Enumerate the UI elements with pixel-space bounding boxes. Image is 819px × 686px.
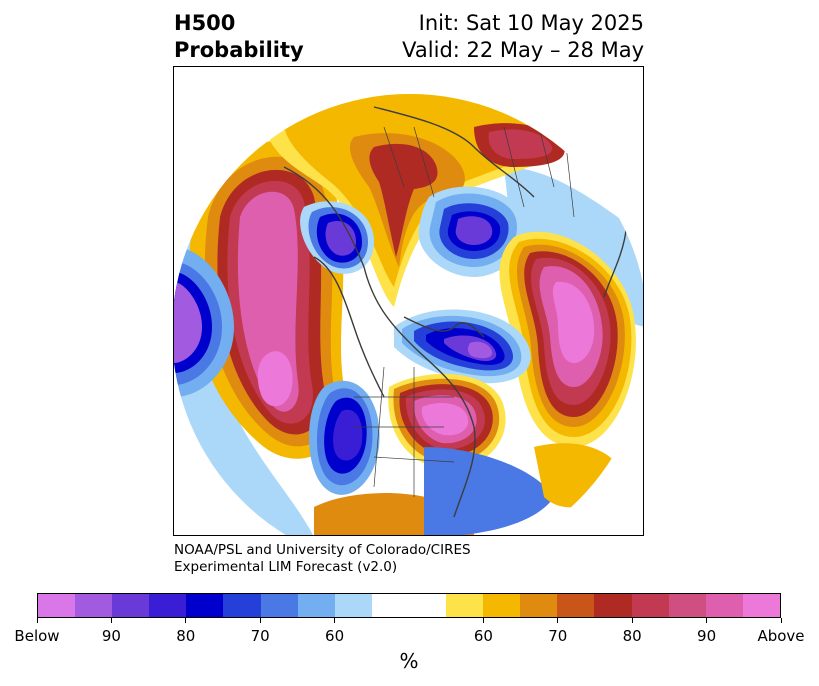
colorbar-tick-mark — [36, 618, 38, 623]
colorbar — [37, 593, 781, 618]
colorbar-swatch — [668, 594, 706, 617]
colorbar-tick-label: 90 — [697, 627, 717, 645]
colorbar-swatch — [149, 594, 187, 617]
colorbar-tick-mark — [780, 618, 782, 623]
colorbar-swatch — [186, 594, 224, 617]
colorbar-swatch — [75, 594, 113, 617]
below-anomaly-canada — [394, 309, 531, 384]
colorbar-swatch — [520, 594, 558, 617]
colorbar-tick-label: Below — [14, 627, 60, 645]
colorbar-swatch — [594, 594, 632, 617]
colorbar-tick-mark — [110, 618, 112, 623]
colorbar-swatch — [297, 594, 335, 617]
colorbar-swatch — [334, 594, 372, 617]
colorbar-tick-mark — [185, 618, 187, 623]
colorbar-tick-mark — [557, 618, 559, 623]
colorbar-swatch — [705, 594, 743, 617]
below-anomaly-west-pacific — [174, 247, 234, 397]
credit-text: NOAA/PSL and University of Colorado/CIRE… — [174, 542, 471, 576]
colorbar-swatch — [742, 594, 780, 617]
credit-line-1: NOAA/PSL and University of Colorado/CIRE… — [174, 542, 471, 558]
colorbar-tick-mark — [259, 618, 261, 623]
below-anomaly-west-us — [309, 380, 380, 495]
colorbar-swatch — [260, 594, 298, 617]
below-region-atlantic — [424, 447, 554, 535]
colorbar-tick-mark — [631, 618, 633, 623]
colorbar-tick-mark — [482, 618, 484, 623]
colorbar-tick-label: 90 — [101, 627, 121, 645]
init-date: Init: Sat 10 May 2025 — [418, 11, 644, 35]
chart-title: H500 Probability — [174, 10, 304, 64]
colorbar-swatch — [408, 594, 447, 617]
colorbar-tick-label: 70 — [250, 627, 270, 645]
colorbar-swatch — [371, 594, 409, 617]
colorbar-tick-label: 80 — [622, 627, 642, 645]
colorbar-tick-label: 80 — [176, 627, 196, 645]
colorbar-tick-mark — [706, 618, 708, 623]
probability-map — [173, 66, 644, 536]
title-variable: H500 — [174, 11, 236, 35]
colorbar-swatch — [112, 594, 150, 617]
map-svg — [174, 94, 643, 535]
colorbar-swatch — [483, 594, 521, 617]
valid-period: Valid: 22 May – 28 May — [402, 38, 644, 62]
colorbar-swatch — [446, 594, 484, 617]
colorbar-tick-label: 60 — [473, 627, 493, 645]
below-anomaly-siberia — [418, 186, 526, 277]
colorbar-tick-label: 70 — [548, 627, 568, 645]
credit-line-2: Experimental LIM Forecast (v2.0) — [174, 559, 398, 575]
colorbar-tick-label: 60 — [325, 627, 345, 645]
colorbar-swatch — [38, 594, 76, 617]
above-anomaly-north-america — [388, 373, 506, 469]
colorbar-swatch — [557, 594, 595, 617]
colorbar-tick-label: Above — [757, 627, 805, 645]
colorbar-swatch — [223, 594, 261, 617]
colorbar-swatch — [631, 594, 669, 617]
colorbar-unit: % — [399, 649, 419, 673]
colorbar-tick-mark — [334, 618, 336, 623]
above-anomaly-eurasia — [499, 231, 636, 447]
above-anomaly-arctic — [264, 94, 594, 307]
title-probability: Probability — [174, 38, 304, 62]
forecast-dates: Init: Sat 10 May 2025 Valid: 22 May – 28… — [402, 10, 644, 64]
below-anomaly-bering — [300, 201, 374, 274]
